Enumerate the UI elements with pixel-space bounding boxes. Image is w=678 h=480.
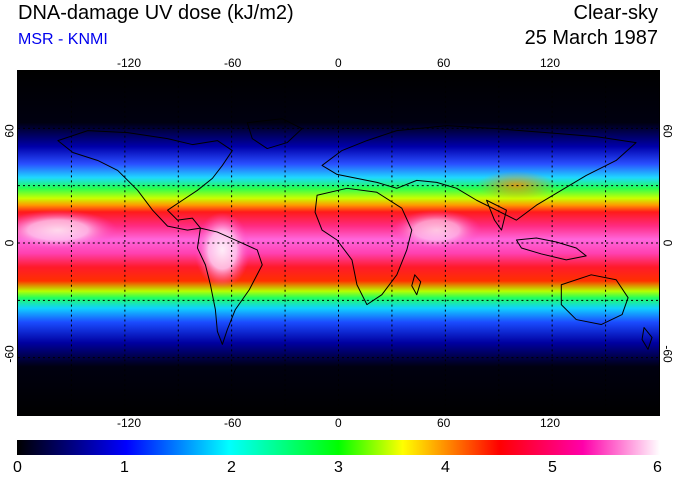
- map-date: 25 March 1987: [524, 27, 658, 49]
- lon-tick-bottom: -120: [117, 416, 142, 430]
- lon-tick-top: -60: [224, 56, 242, 70]
- eurasia-coast: [321, 125, 637, 221]
- coastlines: [57, 118, 653, 350]
- colorbar: [17, 440, 660, 455]
- greenland-coast: [246, 118, 303, 150]
- lon-tick-bottom: 60: [437, 416, 451, 430]
- lon-tick-top: 0: [335, 56, 342, 70]
- lat-tick-right: 60: [660, 124, 675, 138]
- india-coast: [486, 199, 507, 231]
- new-zealand-coast: [641, 327, 653, 350]
- lat-tick-left: 0: [2, 239, 17, 247]
- colorbar-tick: 4: [441, 459, 450, 476]
- madagascar-coast: [411, 274, 422, 296]
- sky-condition: Clear-sky: [573, 2, 658, 24]
- africa-coast: [314, 187, 413, 306]
- map-title: DNA-damage UV dose (kJ/m2): [18, 2, 294, 24]
- uv-high-africa: [391, 210, 482, 250]
- colorbar-tick: 0: [13, 459, 22, 476]
- lon-tick-bottom: 120: [540, 416, 561, 430]
- lat-tick-left: -60: [2, 345, 17, 363]
- lat-tick-left: 60: [2, 124, 17, 138]
- map-canvas: [18, 71, 659, 415]
- south-america-coast: [196, 227, 263, 345]
- north-america-coast: [57, 130, 233, 231]
- colorbar-tick: 1: [120, 459, 129, 476]
- lon-tick-bottom: 0: [335, 416, 342, 430]
- lat-tick-right: -60: [660, 345, 675, 363]
- colorbar-tick: 6: [653, 459, 662, 476]
- lon-tick-top: 60: [437, 56, 451, 70]
- australia-coast: [560, 274, 629, 326]
- colorbar-tick: 2: [227, 459, 236, 476]
- colorbar-gradient: [17, 440, 660, 455]
- uv-high-andes: [194, 212, 251, 288]
- lon-tick-top: -120: [117, 56, 142, 70]
- uv-high-pacific: [18, 210, 118, 250]
- maritime-asia-coast: [515, 237, 587, 261]
- uv-dose-world-map: [17, 70, 660, 416]
- source-label: MSR - KNMI: [18, 31, 108, 48]
- colorbar-tick: 5: [548, 459, 557, 476]
- lon-tick-top: 120: [540, 56, 561, 70]
- colorbar-tick: 3: [334, 459, 343, 476]
- lon-tick-bottom: -60: [224, 416, 242, 430]
- graticule: [18, 71, 659, 415]
- lat-tick-right: 0: [660, 239, 675, 247]
